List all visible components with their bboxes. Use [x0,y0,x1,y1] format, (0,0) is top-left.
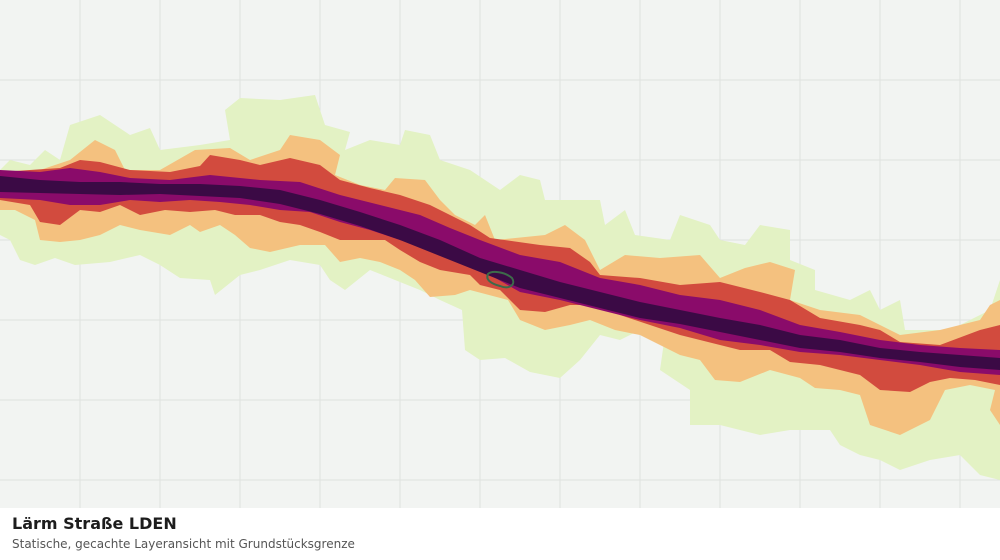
layer-title: Lärm Straße LDEN [12,514,177,533]
caption: Lärm Straße LDEN Statische, gecachte Lay… [0,508,1000,560]
layer-subtitle: Statische, gecachte Layeransicht mit Gru… [12,537,355,551]
parcel-boundary[interactable] [486,270,515,289]
map-view[interactable] [0,0,1000,508]
